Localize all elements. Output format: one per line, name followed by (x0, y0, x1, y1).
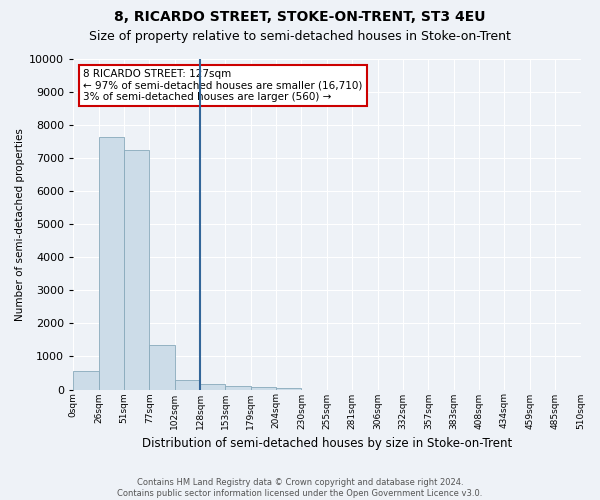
Bar (226, 386, 251, 390)
Bar (276, 388, 301, 390)
Text: 8 RICARDO STREET: 127sqm
← 97% of semi-detached houses are smaller (16,710)
3% o: 8 RICARDO STREET: 127sqm ← 97% of semi-d… (83, 69, 363, 102)
Bar (98, 136, 124, 390)
Bar (149, 345, 175, 390)
Text: 8, RICARDO STREET, STOKE-ON-TRENT, ST3 4EU: 8, RICARDO STREET, STOKE-ON-TRENT, ST3 4… (114, 10, 486, 24)
X-axis label: Distribution of semi-detached houses by size in Stoke-on-Trent: Distribution of semi-detached houses by … (142, 437, 512, 450)
Y-axis label: Number of semi-detached properties: Number of semi-detached properties (15, 128, 25, 320)
Text: Size of property relative to semi-detached houses in Stoke-on-Trent: Size of property relative to semi-detach… (89, 30, 511, 43)
Bar (124, 150, 149, 390)
Bar (175, 380, 200, 390)
Bar (73, 372, 98, 390)
Text: Contains HM Land Registry data © Crown copyright and database right 2024.
Contai: Contains HM Land Registry data © Crown c… (118, 478, 482, 498)
Bar (251, 387, 276, 390)
Bar (200, 384, 226, 390)
